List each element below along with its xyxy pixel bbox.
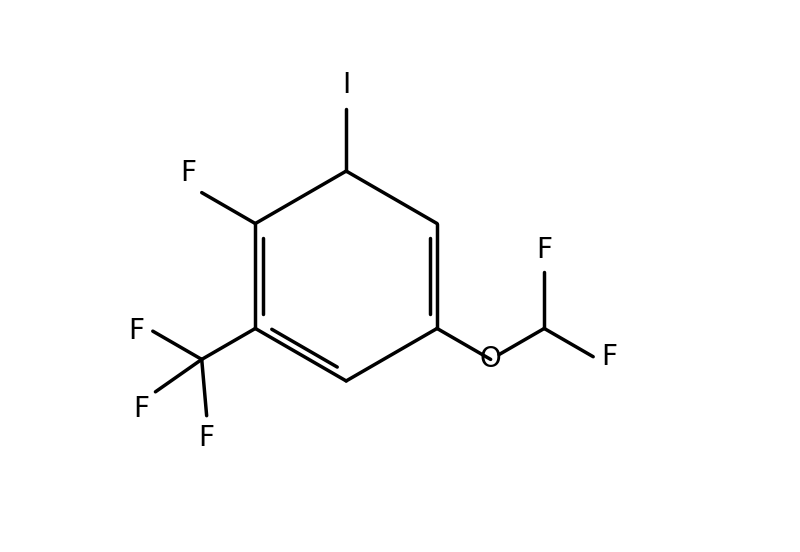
Text: F: F bbox=[129, 317, 145, 345]
Text: F: F bbox=[536, 236, 552, 264]
Text: O: O bbox=[480, 346, 502, 373]
Text: F: F bbox=[180, 159, 196, 187]
Text: I: I bbox=[342, 72, 350, 99]
Text: F: F bbox=[198, 424, 214, 452]
Text: F: F bbox=[602, 343, 618, 371]
Text: F: F bbox=[133, 395, 149, 422]
